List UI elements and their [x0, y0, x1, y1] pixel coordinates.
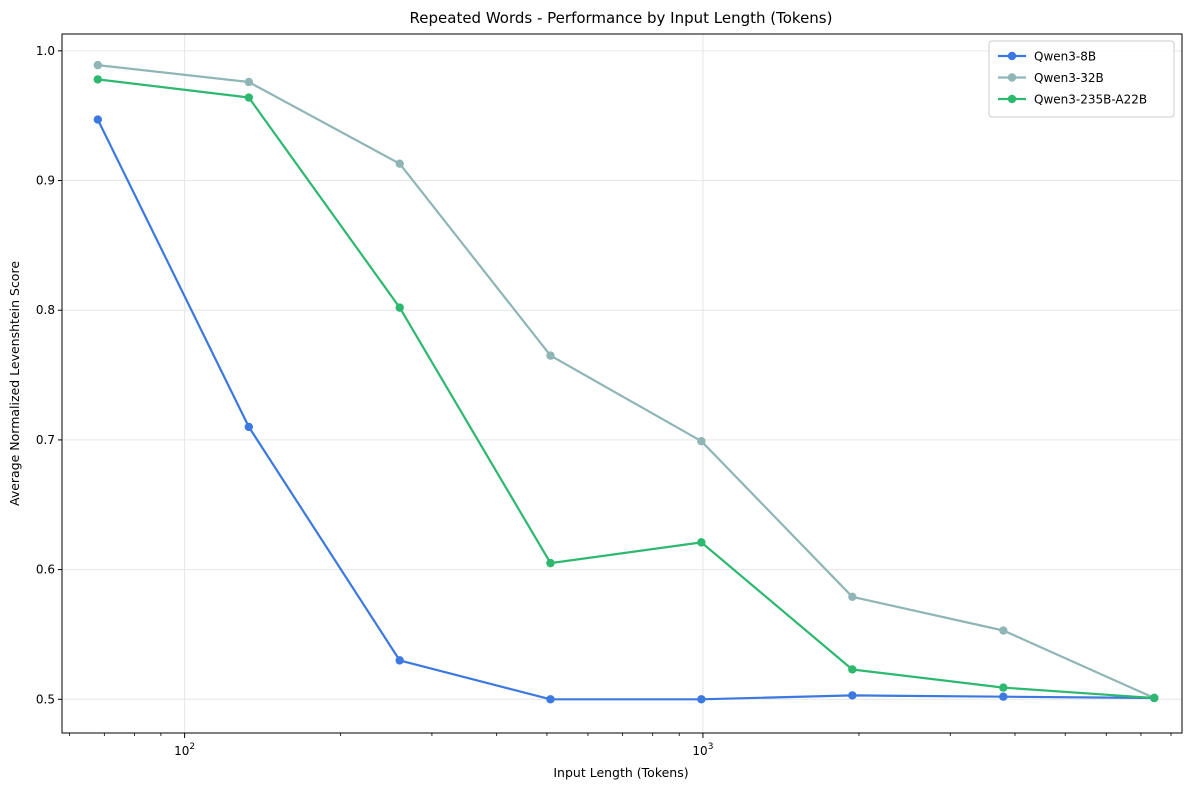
data-point: [848, 592, 857, 602]
series-line: [97, 64, 1155, 700]
data-point: [244, 422, 254, 432]
legend-swatch-marker: [1007, 94, 1017, 104]
legend-label: Qwen3-32B: [1034, 71, 1104, 85]
legend-label: Qwen3-235B-A22B: [1034, 93, 1147, 107]
data-point: [999, 683, 1008, 692]
x-axis-ticks: 102 103: [69, 733, 1172, 758]
y-tick-label: 0.5: [36, 692, 55, 706]
grid: [62, 34, 1182, 733]
data-point: [697, 538, 706, 547]
legend-swatch-marker: [1007, 51, 1017, 61]
data-point: [999, 626, 1008, 635]
legend-box: [988, 40, 1175, 118]
data-point: [93, 60, 103, 70]
series-line: [96, 119, 1155, 701]
y-tick-label: 0.8: [36, 303, 55, 317]
x-tick-label: 103: [692, 742, 713, 758]
y-tick-label: 0.6: [36, 563, 55, 577]
x-axis-label: Input Length (Tokens): [553, 765, 688, 780]
data-point: [546, 695, 555, 704]
data-point: [546, 558, 555, 568]
plot-frame: [61, 33, 1183, 734]
data-point: [244, 93, 254, 102]
y-axis-label: Average Normalized Levenshtein Score: [7, 261, 22, 506]
legend-swatch-marker: [1007, 73, 1017, 82]
data-point: [546, 351, 555, 360]
series-Qwen3-8B: [93, 115, 1159, 704]
data-point: [697, 437, 706, 446]
data-point: [1150, 693, 1159, 703]
series-line: [97, 78, 1155, 700]
data-point: [395, 303, 404, 312]
legend-label: Qwen3-8B: [1034, 50, 1096, 64]
legend: Qwen3-8B Qwen3-32B Qwen3-235B-A22B: [988, 40, 1175, 118]
series-Qwen3-32B: [93, 60, 1159, 703]
series-layer: [93, 60, 1159, 704]
y-tick-label: 0.7: [36, 433, 55, 447]
data-point: [697, 695, 706, 704]
series-Qwen3-235B-A22B: [93, 75, 1159, 703]
y-axis-ticks: 0.5 0.6 0.7 0.8 0.9 1.0: [36, 44, 62, 706]
data-point: [244, 77, 254, 87]
data-point: [395, 159, 404, 168]
data-point: [848, 691, 857, 700]
x-tick-label: 102: [174, 742, 195, 758]
chart-title: Repeated Words - Performance by Input Le…: [410, 9, 833, 27]
y-tick-label: 1.0: [36, 44, 55, 58]
data-point: [93, 75, 103, 84]
y-tick-label: 0.9: [36, 174, 55, 188]
data-point: [93, 115, 103, 124]
data-point: [395, 656, 404, 665]
data-point: [848, 665, 857, 674]
data-point: [999, 692, 1008, 701]
